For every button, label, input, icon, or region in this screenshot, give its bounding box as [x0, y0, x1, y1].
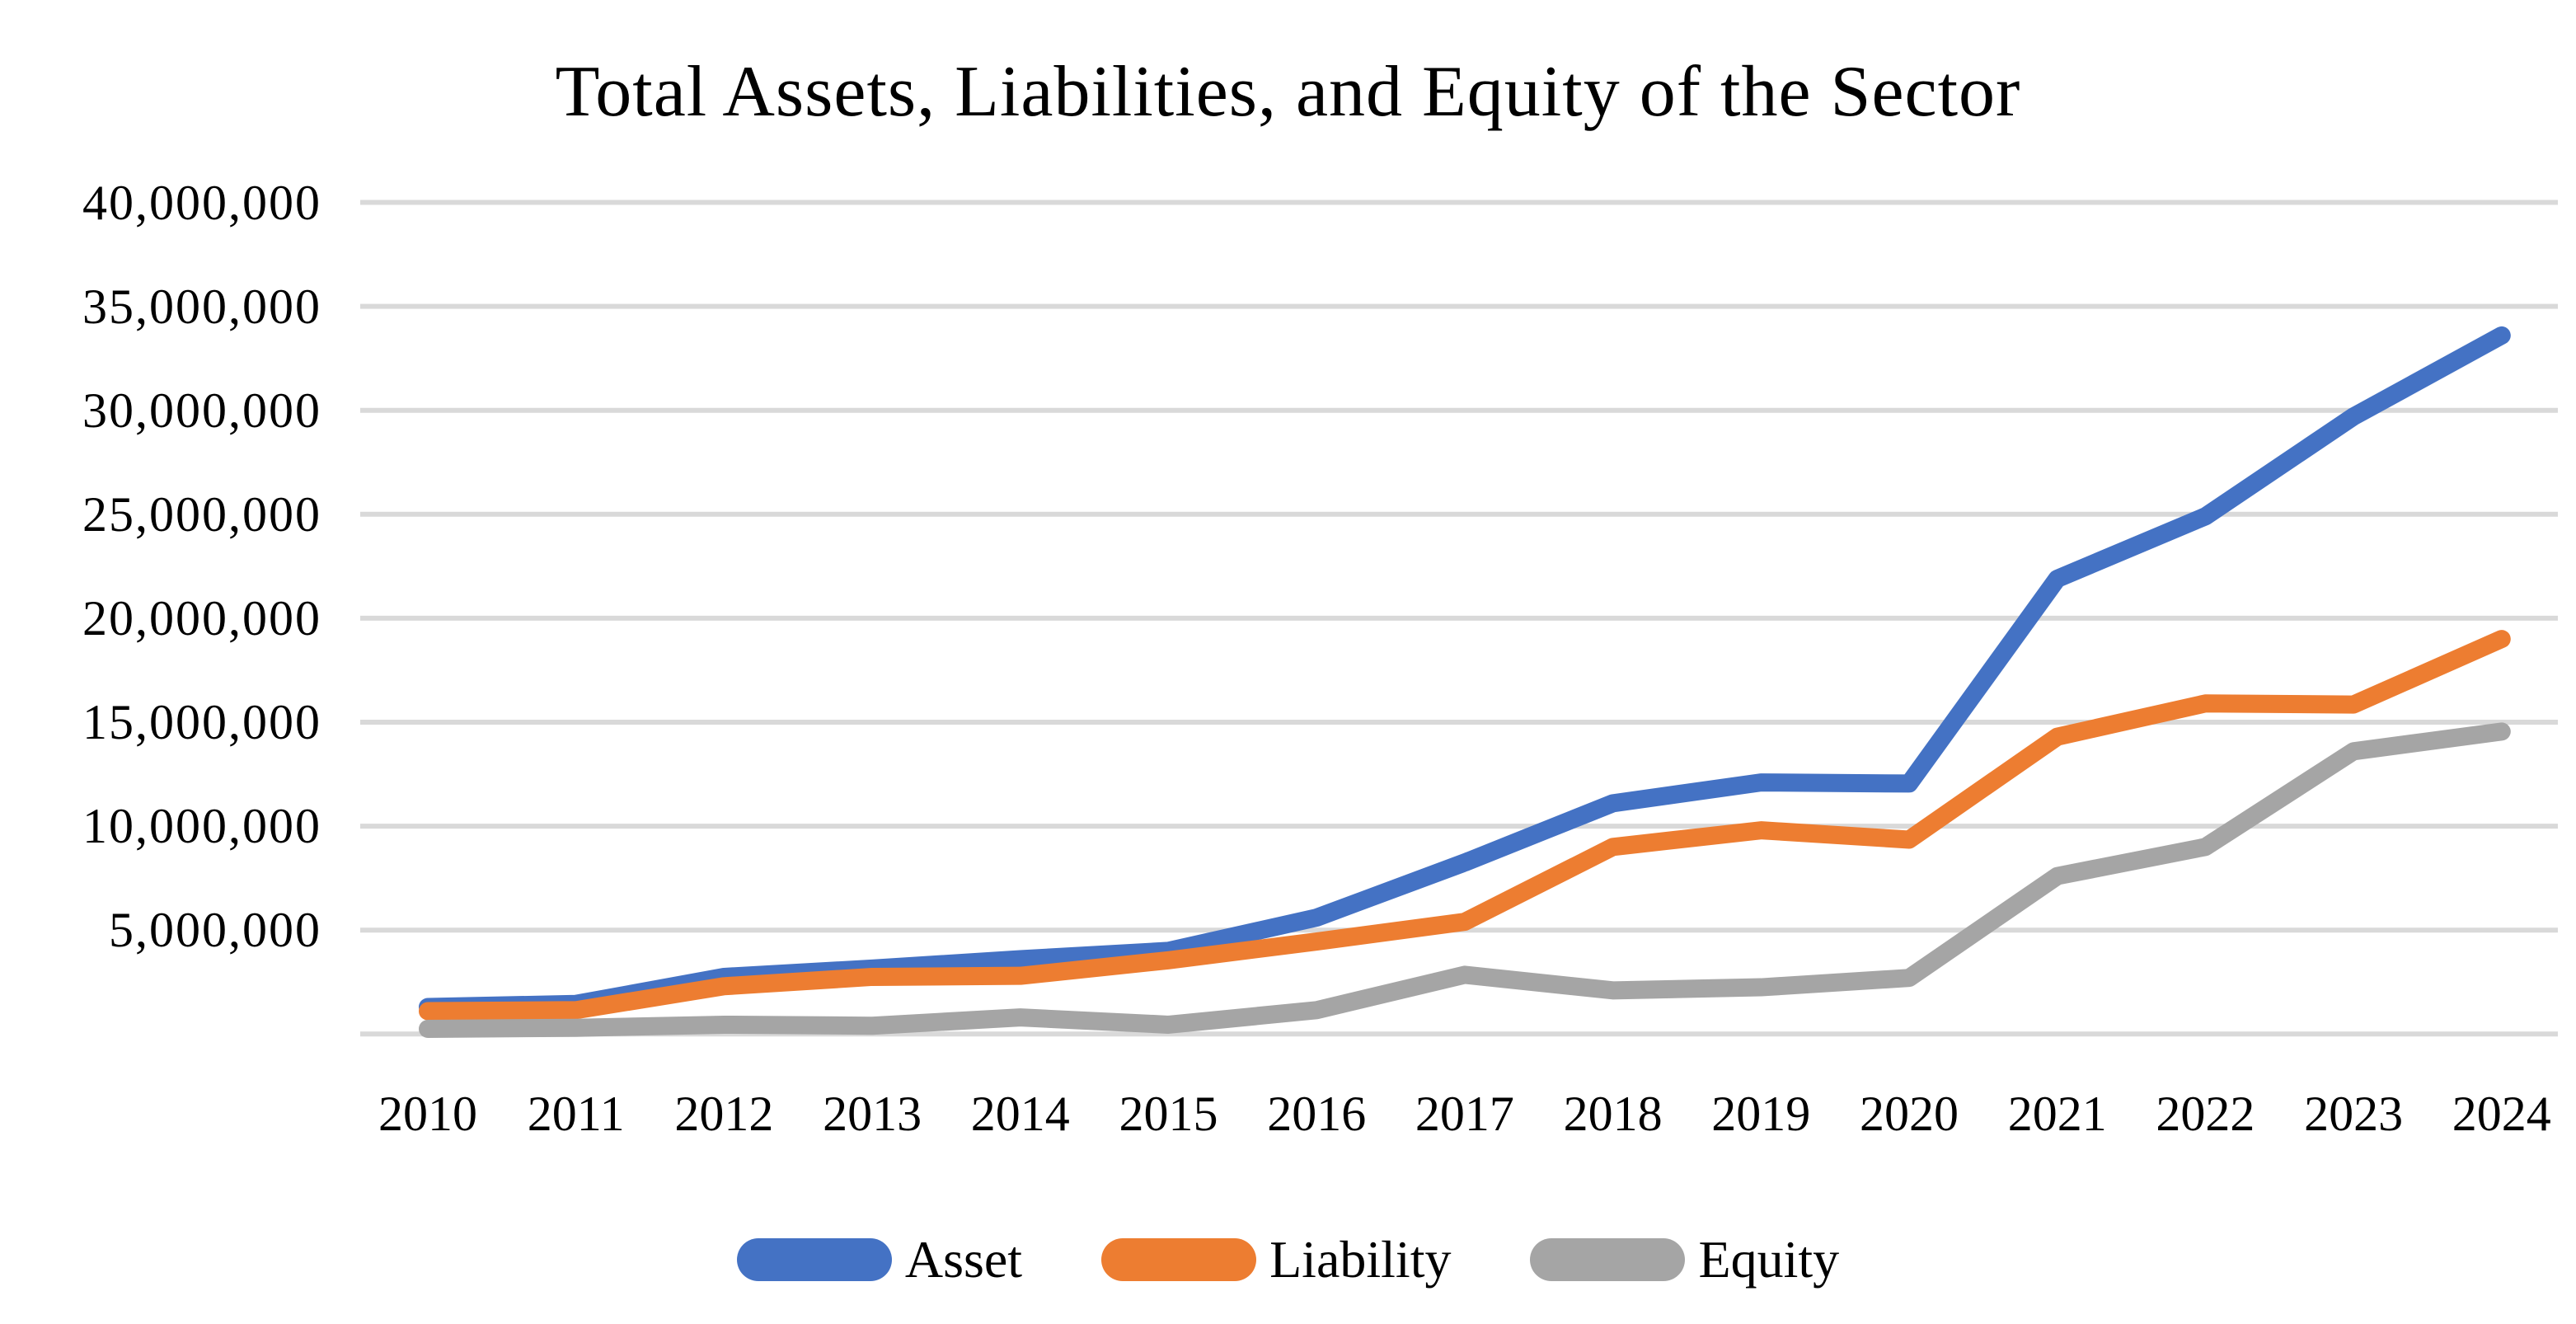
y-tick-label: 10,000,000: [82, 799, 321, 854]
legend-item-liability: Liability: [1101, 1231, 1451, 1289]
series-line-equity: [419, 722, 2511, 1038]
series-lines: [419, 326, 2511, 1038]
legend: Asset Liability Equity: [0, 1227, 2576, 1293]
gridlines: [360, 200, 2558, 1037]
x-tick-label: 2016: [1267, 1087, 1367, 1141]
legend-item-asset: Asset: [736, 1230, 1023, 1289]
y-tick-label: 20,000,000: [82, 590, 321, 646]
legend-swatch-liability: [1101, 1238, 1257, 1281]
x-tick-label: 2012: [674, 1087, 774, 1141]
x-tick-label: 2011: [527, 1087, 625, 1141]
series-line-asset: [419, 326, 2511, 1016]
legend-swatch-equity: [1530, 1238, 1686, 1281]
y-tick-label: 5,000,000: [109, 903, 321, 958]
y-tick-label: 40,000,000: [82, 175, 321, 230]
y-tick-label: 35,000,000: [82, 279, 321, 334]
x-tick-label: 2023: [2304, 1087, 2404, 1141]
x-tick-label: 2013: [823, 1087, 922, 1141]
x-tick-label: 2017: [1415, 1087, 1514, 1141]
x-tick-label: 2014: [970, 1087, 1070, 1141]
series-line-liability: [419, 630, 2511, 1021]
x-tick-label: 2018: [1563, 1087, 1663, 1141]
chart-title: Total Assets, Liabilities, and Equity of…: [555, 51, 2021, 132]
x-tick-label: 2020: [1860, 1087, 1959, 1141]
legend-swatch-asset: [736, 1238, 892, 1281]
legend-label: Asset: [904, 1230, 1023, 1289]
y-tick-label: 30,000,000: [82, 383, 321, 438]
x-tick-label: 2024: [2452, 1087, 2551, 1141]
y-tick-label: 15,000,000: [82, 695, 321, 749]
x-tick-label: 2022: [2156, 1087, 2255, 1141]
legend-label: Liability: [1269, 1230, 1452, 1289]
x-tick-label: 2021: [2007, 1087, 2107, 1141]
x-tick-label: 2015: [1119, 1087, 1218, 1141]
y-tick-label: 25,000,000: [82, 486, 321, 542]
x-tick-label: 2010: [378, 1087, 477, 1141]
legend-item-equity: Equity: [1530, 1231, 1839, 1289]
x-tick-label: 2019: [1711, 1087, 1811, 1141]
legend-label: Equity: [1698, 1230, 1840, 1289]
